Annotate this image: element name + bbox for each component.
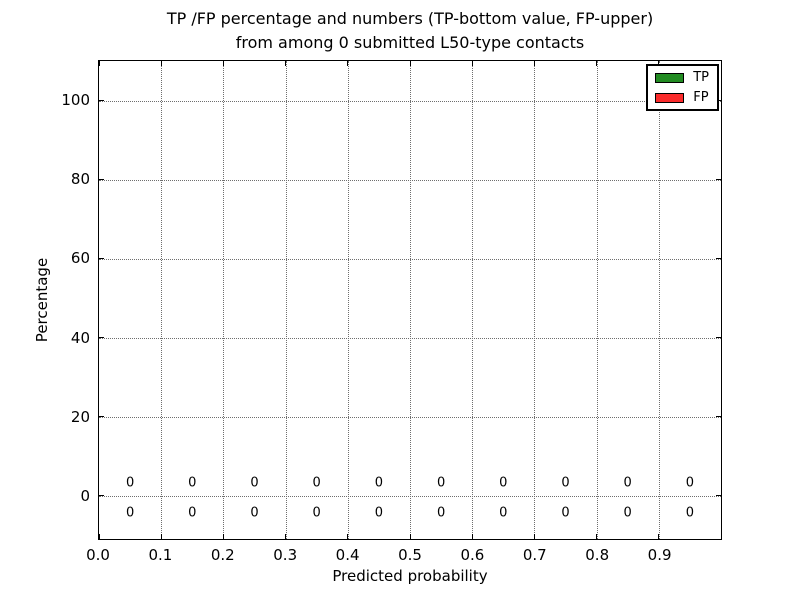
chart-title: TP /FP percentage and numbers (TP-bottom… [98,7,722,55]
legend-swatch-tp [655,72,685,83]
tp-count-label: 0 [561,505,570,521]
x-tick-mark [98,534,100,539]
fp-count-label: 0 [685,475,695,491]
tp-count-label: 0 [685,505,695,521]
v-gridline [472,61,474,539]
fp-count-label: 0 [312,475,321,491]
x-tick-label: 0.6 [460,546,485,564]
x-tick-label: 0.2 [210,546,235,564]
tp-count-label: 0 [499,505,508,521]
x-tick-mark [471,61,473,66]
x-tick-mark [533,61,535,66]
x-tick-mark [160,534,162,539]
y-tick-mark [716,416,721,418]
y-tick-label: 20 [70,408,90,427]
fp-count-label: 0 [499,475,508,491]
x-tick-mark [658,61,660,66]
tp-count-label: 0 [250,505,259,521]
y-tick-mark [716,337,721,339]
x-tick-mark [596,61,598,66]
x-tick-mark [347,61,349,66]
tp-count-label: 0 [188,505,197,521]
chart-title-line1: TP /FP percentage and numbers (TP-bottom… [166,9,654,28]
y-tick-mark [99,100,104,101]
x-tick-label: 0.4 [335,546,360,564]
fp-count-label: 0 [250,475,259,491]
y-tick-mark [99,416,104,418]
y-tick-label: 40 [70,328,90,347]
x-tick-mark [285,534,287,539]
fp-count-label: 0 [623,475,632,491]
y-tick-mark [99,495,104,497]
fp-count-label: 0 [188,475,197,491]
x-tick-mark [98,61,100,66]
x-tick-mark [533,534,535,539]
y-tick-mark [716,179,721,180]
x-tick-mark [222,61,224,66]
y-tick-mark [716,495,721,497]
x-tick-mark [720,61,722,66]
y-axis-label: Percentage [33,257,51,343]
legend-entry-tp: TP [655,71,709,84]
x-tick-mark [720,534,722,539]
chart-title-line2: from among 0 submitted L50-type contacts [235,33,585,52]
fp-count-label: 0 [436,475,446,491]
fp-count-label: 0 [561,475,570,491]
x-tick-label: 0.0 [86,546,110,564]
x-tick-mark [222,534,224,539]
x-tick-mark [658,534,660,539]
y-tick-mark [99,258,104,260]
y-tick-mark [716,258,721,260]
v-gridline [347,61,349,539]
legend-entry-fp: FP [655,91,709,104]
x-tick-mark [409,534,411,539]
v-gridline [410,61,411,539]
x-tick-mark [285,61,287,66]
x-tick-mark [409,61,411,66]
y-tick-label: 60 [70,249,90,268]
v-gridline [658,61,660,539]
tp-count-label: 0 [436,505,446,521]
x-tick-mark [596,534,598,539]
x-tick-label: 0.9 [647,546,672,564]
y-tick-mark [99,179,104,180]
legend: TP FP [646,64,719,111]
x-tick-label: 0.5 [398,546,422,564]
plot-area: 0 0 0 0 0 0 0 0 0 0 0 0 0 0 0 0 0 0 0 0 TP FP [98,60,722,540]
tp-count-label: 0 [125,505,135,521]
v-gridline [285,61,287,539]
x-tick-mark [160,61,162,66]
v-gridline [596,61,598,539]
v-gridline [534,61,536,539]
tp-count-label: 0 [374,505,384,521]
x-tick-label: 0.3 [273,546,298,564]
y-tick-label: 100 [61,90,90,109]
tp-count-label: 0 [623,505,632,521]
x-axis-label: Predicted probability [332,567,488,585]
y-tick-label: 0 [80,487,90,506]
x-tick-label: 0.8 [585,546,610,564]
x-tick-mark [471,534,473,539]
y-tick-label: 80 [70,170,90,188]
fp-count-label: 0 [374,475,384,491]
legend-label: TP [693,70,709,85]
v-gridline [161,61,163,539]
x-tick-mark [347,534,349,539]
y-tick-mark [99,337,104,339]
fp-count-label: 0 [125,475,135,491]
x-tick-label: 0.1 [148,546,173,564]
x-tick-label: 0.7 [522,546,547,564]
legend-label: FP [693,90,709,105]
legend-swatch-fp [655,92,685,103]
tp-count-label: 0 [312,505,321,521]
v-gridline [223,61,225,539]
